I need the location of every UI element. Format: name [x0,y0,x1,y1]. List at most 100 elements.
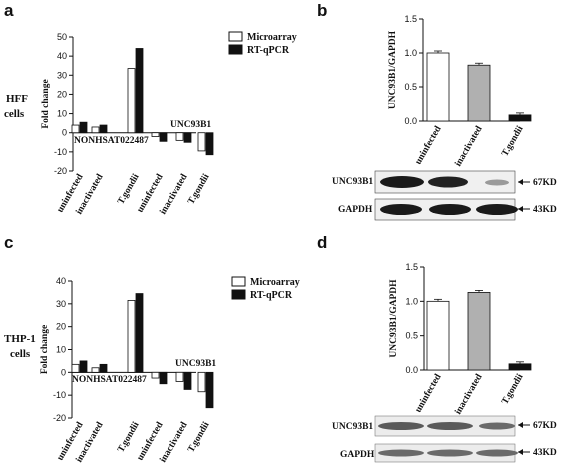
category-label: T.gondii [500,372,526,406]
bar-rtqpcr-3 [159,132,168,142]
group-label-unc93b1: UNC93B1 [170,120,211,130]
y-axis-label: Fold change [41,79,51,128]
y-tick-label: 40 [57,51,67,61]
bar-1 [467,292,491,371]
bar-microarray-0 [71,124,80,134]
y-tick-label: 0 [61,367,66,377]
category-label: uninfected [414,372,444,415]
y-tick-label: -20 [54,166,67,176]
blot-bottom-unc93b1-size: 67KD [533,421,557,431]
bar-rtqpcr-1 [99,363,108,373]
bar-rtqpcr-1 [99,124,108,134]
bar-microarray-2 [127,68,136,134]
band [380,176,424,188]
legend-label-microarray: Microarray [250,277,300,288]
category-label: T.gondii [186,172,212,206]
bar-microarray-5 [197,132,206,152]
y-tick-label: 40 [56,276,66,286]
band [479,422,515,430]
bar-microarray-2 [127,300,136,373]
legend-label-rtqpcr: RT-qPCR [247,45,290,56]
bar-microarray-5 [197,371,206,393]
y-tick-label: 10 [56,345,66,355]
bar-microarray-4 [175,371,184,382]
blot-bottom-gapdh-label: GAPDH [340,450,375,460]
bar-rtqpcr-5 [205,371,214,409]
bar-2 [508,363,532,371]
bar-rtqpcr-0 [79,121,88,134]
bar-1 [467,64,491,122]
y-tick-label: 0.0 [405,365,418,375]
category-label: T.gondii [116,172,142,206]
legend-label-microarray: Microarray [247,32,297,43]
y-tick-label: 50 [57,32,67,42]
panel-letter-c: c [4,233,13,252]
row-label-hff: HFF [6,93,28,105]
blot-bottom: UNC93B1 67KD GAPDH 43KD [332,415,557,463]
band [427,449,473,457]
blot-top: UNC93B1 67KD GAPDH 43KD [332,170,557,221]
band [476,204,518,215]
row-label-hff-cells: cells [4,108,25,120]
legend-swatch-rtqpcr [228,44,243,55]
bar-microarray-1 [91,126,100,134]
blot-bottom-unc93b1-label: UNC93B1 [332,422,373,432]
row-label-thp1-cells: cells [10,348,31,360]
chart-d-unc93b1-thp1: 0.0 0.5 1.0 1.5 UNC93B1/GAPDH uninfected inact… [389,262,532,416]
bar-rtqpcr-5 [205,132,214,156]
band [427,422,473,430]
y-tick-label: 1.5 [404,14,417,24]
bar-microarray-3 [151,132,160,137]
band [429,204,471,215]
band [428,176,468,188]
bar-microarray-1 [91,367,100,373]
y-tick-label: 1.0 [405,296,418,306]
y-axis-label: Fold change [40,325,50,374]
y-axis-label: UNC93B1/GAPDH [389,279,399,358]
y-tick-label: 30 [57,70,67,80]
bar-microarray-0 [71,363,80,373]
bar-0 [426,52,450,122]
y-tick-label: -20 [53,413,66,423]
band [476,449,518,457]
y-tick-label: 20 [56,322,66,332]
y-tick-label: 1.0 [404,48,417,58]
y-tick-label: -10 [54,147,67,157]
y-tick-label: 20 [57,89,67,99]
legend-swatch-rtqpcr [231,289,246,300]
chart-b-unc93b1-hff: 0.0 0.5 1.0 1.5 UNC93B1/GAPDH uninfected inact… [388,14,532,168]
band [378,422,424,430]
category-label: T.gondii [500,124,526,158]
blot-bottom-gapdh-size: 43KD [533,448,557,458]
y-tick-label: 10 [57,109,67,119]
blot-top-unc93b1-label: UNC93B1 [332,177,373,187]
legend-swatch-microarray [228,31,243,42]
y-tick-label: 0 [62,128,67,138]
arrow-head [518,449,523,455]
bar-microarray-3 [151,371,160,379]
bar-2 [508,114,532,122]
category-label: uninfected [414,124,444,167]
y-tick-label: 30 [56,299,66,309]
legend-swatch-microarray [231,276,246,287]
group-label-nonhsat022487: NONHSAT022487 [74,136,149,146]
category-label: inactivated [454,124,485,168]
band [380,204,422,215]
blot-top-unc93b1-size: 67KD [533,178,557,188]
band [485,179,509,186]
bar-rtqpcr-3 [159,371,168,385]
group-label-unc93b1: UNC93B1 [175,359,216,369]
panel-letter-d: d [317,233,327,252]
bar-rtqpcr-2 [135,293,144,373]
y-tick-label: 0.5 [405,331,418,341]
category-label: inactivated [454,372,485,416]
arrow-head [518,179,523,185]
bar-rtqpcr-4 [183,132,192,143]
y-axis-label: UNC93B1/GAPDH [388,30,398,109]
row-label-thp1: THP-1 [4,333,36,345]
y-tick-label: 0.0 [404,116,417,126]
arrow-head [518,206,523,212]
